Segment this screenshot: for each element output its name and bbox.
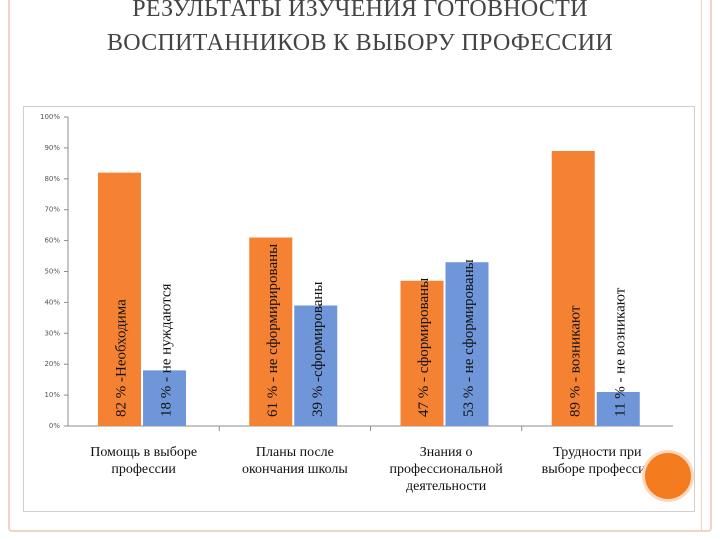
- bar-data-label: 82 % -Необходима: [114, 299, 130, 417]
- y-tick-label: 90%: [44, 144, 60, 152]
- y-tick-label: 50%: [44, 268, 60, 276]
- y-tick-label: 100%: [40, 113, 60, 121]
- bar-data-label: 39 % -сформированы: [310, 282, 326, 418]
- y-tick-label: 60%: [44, 237, 60, 245]
- bar-chart: 0% 10% 20% 30% 40% 50% 60% 70% 80% 90% 100% 82 % -Н…: [40, 113, 673, 494]
- bar-data-label: 47 % - сформированы: [416, 278, 432, 417]
- bar: [98, 172, 141, 426]
- bar: [143, 370, 186, 426]
- slide-frame-rule: [701, 0, 702, 532]
- bar-data-label: 18 % - не нуждаются: [159, 283, 175, 417]
- slide-title-line-1: РЕЗУЛЬТАТЫ ИЗУЧЕНИЯ ГОТОВНОСТИ: [132, 0, 588, 22]
- y-tick-label: 40%: [44, 298, 60, 306]
- bar: [294, 305, 338, 426]
- y-tick-label: 30%: [44, 329, 60, 337]
- bar: [551, 150, 595, 427]
- bar: [596, 392, 640, 426]
- bar-data-label: 89 % - возникают: [567, 305, 583, 417]
- x-category-label: Планы после: [256, 445, 334, 460]
- x-category-label: Трудности при: [553, 445, 642, 460]
- x-category-label: профессии: [111, 462, 176, 477]
- slide-title-line-2: ВОСПИТАННИКОВ К ВЫБОРУ ПРОФЕССИИ: [107, 30, 613, 56]
- slide-title: РЕЗУЛЬТАТЫ ИЗУЧЕНИЯ ГОТОВНОСТИ ВОСПИТАНН…: [20, 0, 700, 60]
- bar-data-label: 53 % - не сформированы: [461, 259, 477, 417]
- y-tick-label: 10%: [44, 391, 60, 399]
- x-category-label: Знания о: [420, 445, 473, 460]
- bar: [400, 280, 444, 426]
- bar-data-label: 61 % - не сформирированы: [265, 244, 281, 417]
- x-category-label: профессиональной: [390, 462, 504, 477]
- x-category-label: выборе профессии: [542, 462, 654, 477]
- decorative-orange-circle: [642, 450, 694, 502]
- y-tick-label: 80%: [44, 175, 60, 183]
- bar: [445, 262, 489, 426]
- bar-data-label: 11 % - не возникают: [612, 287, 628, 417]
- x-category-label: Помощь в выборе: [90, 445, 197, 460]
- y-tick-label: 0%: [49, 422, 60, 430]
- bar: [249, 237, 293, 426]
- y-tick-label: 20%: [44, 360, 60, 368]
- x-category-label: окончания школы: [242, 462, 348, 477]
- x-category-label: деятельности: [406, 479, 487, 494]
- y-tick-label: 70%: [44, 206, 60, 214]
